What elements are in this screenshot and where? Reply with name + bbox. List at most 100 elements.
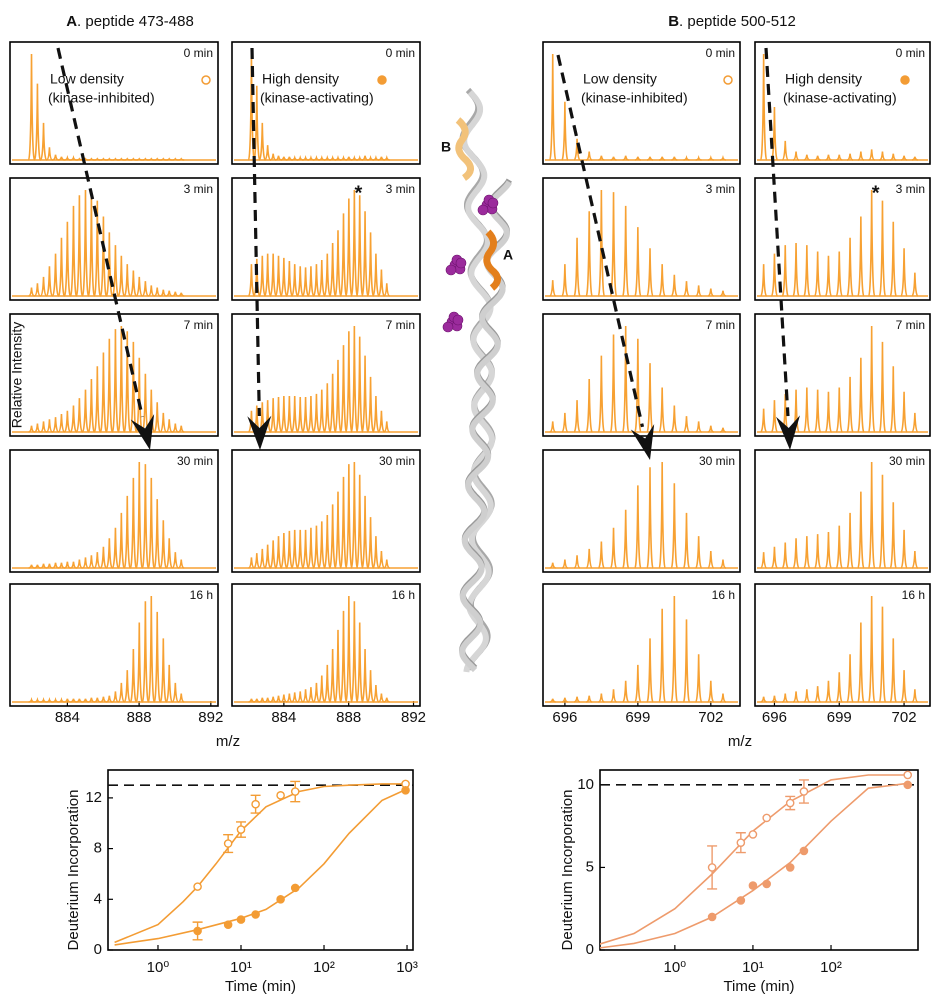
spectrum-peak bbox=[135, 622, 144, 703]
spectrum-peak bbox=[683, 281, 690, 297]
spectrum-peak bbox=[911, 272, 919, 297]
x-tick-label: 10² bbox=[313, 959, 335, 976]
data-point bbox=[903, 780, 913, 790]
spectrum-peak bbox=[34, 564, 41, 569]
spectrum-peak bbox=[549, 280, 557, 297]
spectrum-peak bbox=[759, 264, 768, 297]
spectrum-peak bbox=[586, 151, 593, 161]
spectrum-peak bbox=[372, 253, 380, 297]
x-tick-label: 699 bbox=[625, 709, 650, 726]
spectrum-peak bbox=[351, 154, 358, 161]
spectrum-peak bbox=[367, 154, 374, 161]
spectrum-peak bbox=[123, 495, 132, 569]
spectrum-peak bbox=[258, 255, 267, 297]
spectrum-peak bbox=[889, 221, 898, 297]
trend-arrow bbox=[250, 47, 261, 417]
data-point bbox=[762, 813, 771, 823]
spectrum-peak bbox=[40, 563, 47, 569]
time-label: 16 h bbox=[392, 588, 415, 602]
spectrum-peak bbox=[759, 53, 768, 161]
spectrum-peak bbox=[100, 157, 107, 161]
spectrum-peak bbox=[646, 638, 654, 703]
spectrum-peak bbox=[76, 698, 83, 703]
spectrum-peak bbox=[291, 692, 298, 703]
time-label: 16 h bbox=[190, 588, 213, 602]
spectrum-peak bbox=[835, 525, 844, 569]
spectrum-peak bbox=[350, 189, 359, 297]
spectrum-peak bbox=[771, 695, 778, 703]
spectrum-peak bbox=[166, 290, 173, 297]
spectrum-peak bbox=[361, 355, 369, 433]
helix-segment bbox=[455, 117, 474, 181]
spectrum-peak bbox=[141, 601, 150, 703]
time-label: 30 min bbox=[889, 454, 925, 468]
legend-note: (kinase-inhibited) bbox=[581, 90, 688, 106]
y-axis-label: Relative Intensity bbox=[9, 322, 25, 429]
spectrum-peak bbox=[707, 680, 715, 703]
helix-segment bbox=[483, 229, 501, 291]
data-point bbox=[236, 915, 246, 924]
spectrum-peak bbox=[846, 153, 854, 161]
x-tick-label: 10⁰ bbox=[147, 959, 170, 976]
spectrum-peak bbox=[792, 691, 800, 703]
spectrum-peak bbox=[792, 242, 800, 297]
spectrum-peak bbox=[313, 154, 320, 161]
spectrum-peak bbox=[111, 245, 120, 297]
spectrum-peak bbox=[123, 264, 132, 297]
y-tick-label: 10 bbox=[577, 776, 594, 793]
x-tick-label: 696 bbox=[762, 709, 787, 726]
spectrum-peak bbox=[549, 698, 556, 703]
spectrum-peak bbox=[889, 638, 898, 703]
data-point bbox=[276, 791, 285, 800]
spectrum-peak bbox=[258, 122, 267, 161]
spectrum-frame bbox=[754, 449, 931, 573]
spectrum-peak bbox=[290, 264, 299, 297]
spectrum-peak bbox=[58, 562, 65, 569]
spectrum-peak bbox=[549, 562, 556, 569]
spectrum-peak bbox=[561, 101, 569, 161]
spectrum-peak bbox=[123, 670, 132, 703]
trend-arrow bbox=[56, 47, 144, 418]
spectrum-peak bbox=[253, 258, 261, 297]
spectrum-peak bbox=[857, 357, 865, 433]
spectrum-peak bbox=[911, 412, 919, 433]
y-tick-label: 8 bbox=[94, 840, 102, 857]
data-point bbox=[401, 785, 410, 795]
time-label: 3 min bbox=[706, 182, 735, 196]
x-axis-label: m/z bbox=[728, 733, 752, 750]
spectrum-peak bbox=[112, 157, 119, 161]
spectrum-peak bbox=[274, 397, 283, 433]
spectrum-peak bbox=[609, 192, 618, 297]
spectrum-peak bbox=[835, 387, 844, 433]
asterisk: * bbox=[872, 182, 880, 204]
spectrum-peak bbox=[159, 638, 168, 703]
spectrum-peak bbox=[275, 155, 282, 161]
legend-label: Low density bbox=[50, 71, 124, 87]
spectrum-peak bbox=[301, 529, 310, 569]
data-point bbox=[223, 839, 233, 848]
spectrum-peak bbox=[694, 536, 703, 569]
spectrum-peak bbox=[141, 373, 150, 433]
time-label: 0 min bbox=[896, 46, 925, 60]
data-point bbox=[707, 912, 717, 922]
x-axis-label: m/z bbox=[216, 733, 240, 750]
spectrum-peak bbox=[82, 698, 89, 703]
spectrum-peak bbox=[585, 548, 593, 569]
spectrum-peak bbox=[609, 527, 618, 569]
spectrum-peak bbox=[58, 413, 65, 433]
spectrum-peak bbox=[383, 421, 390, 433]
time-label: 30 min bbox=[379, 454, 415, 468]
spectrum-peak bbox=[356, 154, 363, 161]
data-point bbox=[736, 896, 746, 905]
y-tick-label: 4 bbox=[94, 890, 102, 907]
spectrum-frame bbox=[542, 449, 741, 573]
legend-marker bbox=[900, 75, 910, 85]
spectrum-peak bbox=[378, 551, 385, 569]
spectrum-peak bbox=[94, 157, 101, 161]
spectrum-peak bbox=[824, 255, 833, 297]
spectrum-peak bbox=[81, 189, 90, 297]
y-tick-label: 0 bbox=[586, 941, 594, 958]
fit-curve bbox=[114, 783, 407, 944]
spectrum-peak bbox=[312, 393, 321, 433]
spectrum-peak bbox=[57, 237, 66, 297]
